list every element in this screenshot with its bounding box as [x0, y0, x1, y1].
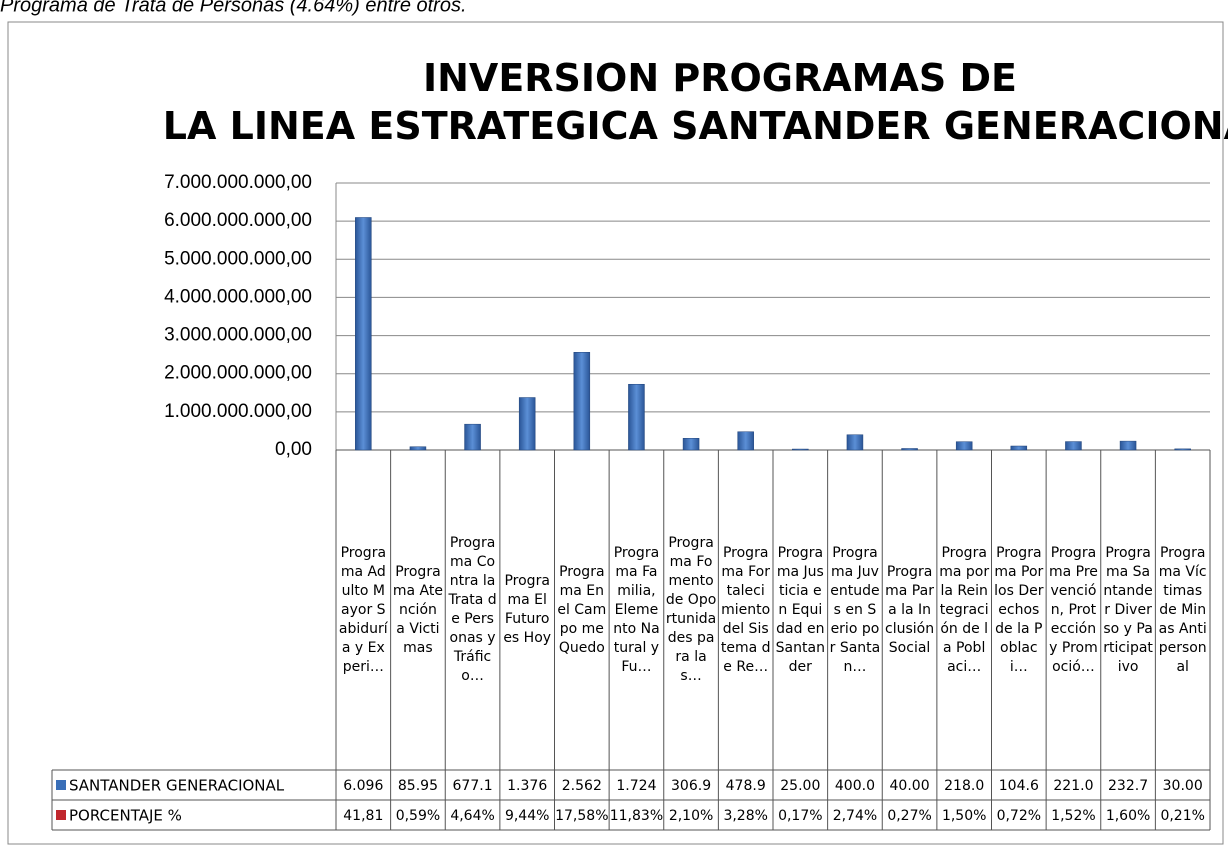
table-value: 2.562	[562, 778, 602, 794]
y-tick-label: 7.000.000.000,00	[164, 172, 312, 193]
table-value: 221.0	[1053, 778, 1093, 794]
x-tick-label-box: Programa Contra la Trata de Personas y T…	[448, 535, 497, 684]
x-tick-label: Programa Justicia en Equidad en Santande…	[775, 544, 825, 675]
x-tick-label: Programa por la Reintegración de la Pobl…	[939, 544, 990, 675]
bar	[409, 446, 427, 451]
x-tick-label-box: Programa En el Campo me Quedo	[557, 563, 607, 656]
table-value: 232.7	[1108, 778, 1148, 794]
bar	[901, 448, 918, 451]
table-value: 2,10%	[669, 808, 713, 824]
x-tick-label-box: Programa Prevención, Protección y Promoc…	[1048, 544, 1098, 675]
y-tick-label: 0,00	[275, 439, 312, 460]
y-tick-label: 6.000.000.000,00	[164, 210, 312, 231]
bar	[955, 441, 973, 451]
x-tick-label: Programa Adulto Mayor Sabiduría y Experi…	[338, 544, 388, 675]
legend-swatch	[56, 810, 66, 820]
x-tick-label-box: Programa Juventudes en Serio por Santan…	[829, 544, 881, 675]
bar	[573, 352, 591, 451]
table-value: 677.1	[453, 778, 493, 794]
table-value: 40.00	[890, 778, 930, 794]
x-tick-label-box: Programa Justicia en Equidad en Santande…	[775, 544, 825, 675]
bar	[1065, 441, 1082, 451]
x-tick-label-box: Programa Fomento de Oportunidades para l…	[665, 535, 717, 684]
chart-frame	[7, 21, 1224, 845]
table-value: 306.9	[671, 778, 711, 794]
bar	[846, 434, 864, 451]
bar	[1174, 448, 1191, 451]
x-tick-label-box: Programa El Futuro es Hoy	[503, 573, 552, 646]
bar	[1119, 440, 1137, 451]
legend-swatch	[56, 780, 66, 790]
x-tick-label: Programa El Futuro es Hoy	[503, 573, 552, 646]
bar	[518, 397, 536, 451]
table-value: 6.096	[343, 778, 383, 794]
bar	[355, 217, 372, 451]
header-text: Programa de Trata de Personas (4.64%) en…	[0, 0, 467, 16]
x-tick-label-box: Programa Santander Diverso y Participati…	[1103, 544, 1153, 675]
x-tick-label: Programa Para la Inclusión Social	[885, 563, 935, 656]
table-value: 1.724	[616, 778, 656, 794]
x-tick-label: Programa Juventudes en Serio por Santan…	[829, 544, 881, 675]
x-tick-label: Programa Atención a Victimas	[392, 563, 443, 656]
chart-title: INVERSION PROGRAMAS DE LA LINEA ESTRATEGI…	[163, 56, 1228, 148]
table-value: 3,28%	[723, 808, 767, 824]
table-value: 104.6	[999, 778, 1039, 794]
table-value: 17,58%	[555, 808, 608, 824]
y-tick-label: 4.000.000.000,00	[164, 286, 312, 307]
table-value: 0,27%	[887, 808, 931, 824]
table-value: 1,50%	[942, 808, 986, 824]
bar	[628, 383, 645, 451]
table-value: 30.00	[1163, 778, 1203, 794]
x-tick-label: Programa Familia, Elemento Natural y Fu…	[613, 544, 660, 675]
table-value: 2,74%	[833, 808, 877, 824]
x-tick-label: Programa Víctimas de Minas Antipersonal	[1158, 544, 1207, 675]
table-value: 9,44%	[505, 808, 549, 824]
x-tick-label-box: Programa Adulto Mayor Sabiduría y Experi…	[338, 544, 388, 675]
table-value: 400.0	[835, 778, 875, 794]
y-tick-label: 5.000.000.000,00	[164, 248, 312, 269]
table-value: 0,72%	[997, 808, 1041, 824]
table-value: 25.00	[780, 778, 820, 794]
table-value: 11,83%	[610, 808, 663, 824]
bar	[792, 448, 809, 451]
table-value: 41,81	[343, 808, 383, 824]
table-value: 4,64%	[450, 808, 494, 824]
bar	[682, 438, 700, 451]
table-value: 1.376	[507, 778, 547, 794]
legend-label: PORCENTAJE %	[69, 807, 182, 825]
x-tick-label: Programa Por los Derechos de la Poblaci…	[994, 544, 1044, 675]
x-tick-label: Programa Contra la Trata de Personas y T…	[448, 535, 497, 684]
bar	[1010, 445, 1028, 451]
x-tick-label-box: Programa Para la Inclusión Social	[885, 563, 935, 656]
table-value: 0,17%	[778, 808, 822, 824]
y-tick-label: 2.000.000.000,00	[164, 363, 312, 384]
table-value: 1,52%	[1051, 808, 1095, 824]
table-value: 218.0	[944, 778, 984, 794]
x-tick-label-box: Programa por la Reintegración de la Pobl…	[939, 544, 990, 675]
x-tick-label-box: Programa Fortalecimiento del Sistema de …	[720, 544, 771, 675]
table-value: 0,21%	[1160, 808, 1204, 824]
x-tick-label-box: Programa Atención a Victimas	[392, 563, 443, 656]
x-tick-label: Programa Prevención, Protección y Promoc…	[1048, 544, 1098, 675]
y-tick-label: 1.000.000.000,00	[164, 401, 312, 422]
table-value: 478.9	[726, 778, 766, 794]
x-tick-label: Programa Fortalecimiento del Sistema de …	[720, 544, 771, 675]
table-value: 1,60%	[1106, 808, 1150, 824]
bar	[737, 431, 754, 451]
legend-label: SANTANDER GENERACIONAL	[69, 777, 285, 795]
x-tick-label: Programa En el Campo me Quedo	[557, 563, 607, 656]
x-tick-label-box: Programa Por los Derechos de la Poblaci…	[994, 544, 1044, 675]
x-tick-label-box: Programa Víctimas de Minas Antipersonal	[1158, 544, 1207, 675]
x-tick-label: Programa Fomento de Oportunidades para l…	[665, 535, 717, 684]
x-tick-label-box: Programa Familia, Elemento Natural y Fu…	[613, 544, 660, 675]
y-tick-label: 3.000.000.000,00	[164, 325, 312, 346]
table-value: 85.95	[398, 778, 438, 794]
table-value: 0,59%	[396, 808, 440, 824]
x-tick-label: Programa Santander Diverso y Participati…	[1103, 544, 1153, 675]
bar	[464, 423, 481, 451]
